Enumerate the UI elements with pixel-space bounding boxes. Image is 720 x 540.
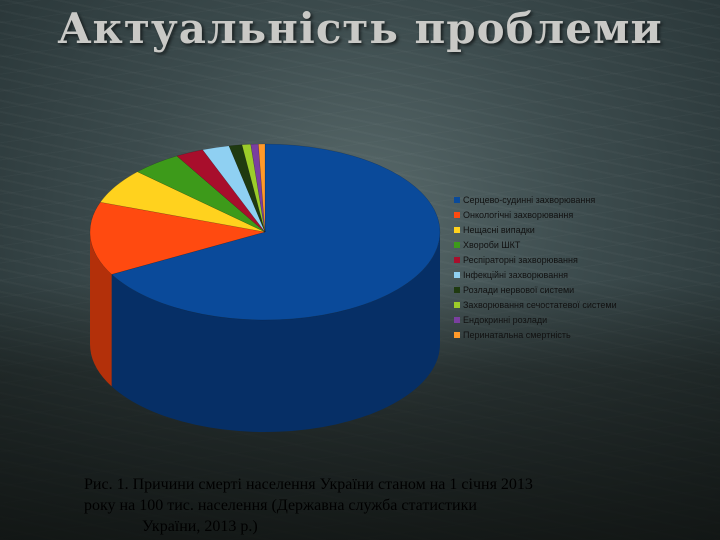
- pie-slice-9: [250, 143, 266, 233]
- pie-slice-6: [202, 145, 266, 233]
- pie-slice-4: [136, 155, 266, 233]
- legend-item: Серцево-судинні захворювання: [454, 192, 617, 207]
- pie-slice-2: [89, 201, 266, 275]
- caption-line: року на 100 тис. населення (Державна слу…: [84, 497, 477, 514]
- figure-caption: Рис. 1. Причини смерті населення України…: [84, 474, 644, 537]
- legend-swatch: [454, 287, 460, 294]
- legend-item: Онкологічні захворювання: [454, 207, 617, 222]
- legend-label: Нещасні випадки: [463, 224, 535, 235]
- legend-swatch: [454, 317, 460, 324]
- pie-slice-3: [99, 171, 266, 233]
- legend-item: Перинатальна смертність: [454, 328, 617, 343]
- legend-swatch: [454, 332, 460, 339]
- legend-label: Серцево-судинні захворювання: [463, 194, 596, 205]
- legend-swatch: [454, 302, 460, 309]
- chart-legend: Серцево-судинні захворювання Онкологічні …: [454, 192, 617, 343]
- legend-swatch: [454, 256, 460, 263]
- legend-item: Ендокринні розлади: [454, 313, 617, 328]
- legend-label: Ендокринні розлади: [463, 315, 548, 326]
- legend-label: Розлади нервової системи: [463, 285, 575, 296]
- pie-side-2: [90, 232, 112, 387]
- legend-swatch: [454, 272, 460, 279]
- pie-slice-1: [111, 143, 441, 321]
- caption-line: України, 2013 р.): [142, 518, 258, 535]
- legend-label: Інфекційні захворювання: [463, 270, 569, 281]
- legend-label: Перинатальна смертність: [463, 330, 571, 341]
- pie-slice-8: [241, 144, 266, 233]
- legend-item: Хвороби ШКТ: [454, 237, 617, 252]
- legend-item: Нещасні випадки: [454, 222, 617, 237]
- legend-swatch: [454, 211, 460, 218]
- legend-swatch: [454, 196, 460, 203]
- pie-side-1: [111, 232, 441, 433]
- legend-swatch: [454, 226, 460, 233]
- slide-title: Актуальність проблеми: [57, 4, 663, 53]
- pie-slice-7: [228, 144, 266, 233]
- pie-slice-10: [258, 143, 266, 233]
- caption-line: Рис. 1. Причини смерті населення України…: [84, 476, 533, 493]
- legend-label: Онкологічні захворювання: [463, 209, 574, 220]
- legend-label: Захворювання сечостатевої системи: [463, 300, 617, 311]
- legend-label: Респіраторні захворювання: [463, 254, 578, 265]
- legend-item: Інфекційні захворювання: [454, 267, 617, 282]
- legend-swatch: [454, 241, 460, 248]
- legend-item: Розлади нервової системи: [454, 283, 617, 298]
- legend-item: Респіраторні захворювання: [454, 252, 617, 267]
- pie-slice-5: [176, 149, 266, 233]
- legend-item: Захворювання сечостатевої системи: [454, 298, 617, 313]
- legend-label: Хвороби ШКТ: [463, 239, 521, 250]
